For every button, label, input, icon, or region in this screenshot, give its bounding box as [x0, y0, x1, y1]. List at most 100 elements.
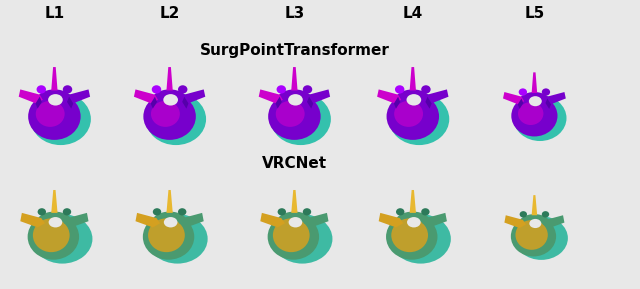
- Polygon shape: [424, 89, 449, 103]
- Polygon shape: [67, 97, 74, 109]
- Polygon shape: [136, 213, 160, 227]
- Ellipse shape: [518, 92, 551, 114]
- Ellipse shape: [278, 208, 286, 216]
- Ellipse shape: [276, 101, 305, 127]
- Ellipse shape: [31, 93, 91, 145]
- Ellipse shape: [36, 101, 65, 127]
- Polygon shape: [394, 97, 400, 109]
- Ellipse shape: [143, 214, 195, 260]
- Ellipse shape: [178, 85, 188, 94]
- Ellipse shape: [421, 208, 429, 216]
- Polygon shape: [134, 89, 158, 103]
- Text: L1: L1: [44, 5, 65, 21]
- Polygon shape: [410, 190, 416, 213]
- Polygon shape: [291, 190, 298, 213]
- Polygon shape: [377, 89, 401, 103]
- Polygon shape: [181, 89, 205, 103]
- Ellipse shape: [394, 212, 431, 235]
- Ellipse shape: [520, 211, 527, 218]
- Ellipse shape: [143, 93, 196, 140]
- Ellipse shape: [395, 85, 404, 94]
- Ellipse shape: [386, 214, 438, 260]
- Ellipse shape: [146, 93, 206, 145]
- Text: L5: L5: [524, 5, 545, 21]
- Ellipse shape: [178, 208, 186, 216]
- Ellipse shape: [396, 208, 404, 216]
- Ellipse shape: [513, 95, 566, 141]
- Text: L3: L3: [284, 5, 305, 21]
- Polygon shape: [260, 213, 285, 227]
- Ellipse shape: [273, 218, 310, 252]
- Ellipse shape: [151, 101, 180, 127]
- Polygon shape: [19, 89, 43, 103]
- Ellipse shape: [529, 96, 542, 106]
- Polygon shape: [259, 89, 283, 103]
- Polygon shape: [275, 97, 282, 109]
- Ellipse shape: [518, 102, 543, 125]
- Text: SurgPointTransformer: SurgPointTransformer: [200, 43, 389, 58]
- Polygon shape: [179, 213, 204, 227]
- Polygon shape: [51, 67, 58, 90]
- Ellipse shape: [407, 217, 420, 227]
- Polygon shape: [166, 67, 173, 90]
- Ellipse shape: [153, 208, 161, 216]
- Polygon shape: [543, 215, 564, 228]
- Ellipse shape: [148, 218, 185, 252]
- Ellipse shape: [529, 219, 541, 228]
- Ellipse shape: [421, 85, 431, 94]
- Polygon shape: [51, 190, 58, 213]
- Ellipse shape: [390, 214, 451, 264]
- Ellipse shape: [515, 216, 568, 260]
- Polygon shape: [545, 99, 551, 109]
- Polygon shape: [64, 213, 88, 227]
- Ellipse shape: [276, 212, 313, 235]
- Polygon shape: [422, 213, 447, 227]
- Ellipse shape: [152, 85, 161, 94]
- Ellipse shape: [289, 217, 302, 227]
- Ellipse shape: [163, 94, 178, 105]
- Ellipse shape: [147, 214, 207, 264]
- Polygon shape: [35, 97, 42, 109]
- Polygon shape: [379, 213, 403, 227]
- Ellipse shape: [36, 85, 46, 94]
- Ellipse shape: [164, 217, 177, 227]
- Ellipse shape: [35, 89, 74, 114]
- Polygon shape: [20, 213, 45, 227]
- Polygon shape: [545, 92, 566, 104]
- Ellipse shape: [33, 218, 70, 252]
- Ellipse shape: [303, 85, 312, 94]
- Polygon shape: [166, 190, 173, 213]
- Polygon shape: [532, 195, 537, 215]
- Text: L2: L2: [159, 5, 180, 21]
- Polygon shape: [182, 97, 189, 109]
- Polygon shape: [304, 213, 328, 227]
- Ellipse shape: [394, 101, 423, 127]
- Text: L4: L4: [403, 5, 423, 21]
- Polygon shape: [504, 215, 526, 228]
- Ellipse shape: [272, 214, 332, 264]
- Polygon shape: [503, 92, 524, 104]
- Polygon shape: [532, 72, 537, 93]
- Ellipse shape: [303, 208, 311, 216]
- Ellipse shape: [268, 214, 319, 260]
- Ellipse shape: [49, 217, 62, 227]
- Ellipse shape: [542, 211, 549, 218]
- Ellipse shape: [406, 94, 421, 105]
- Polygon shape: [150, 97, 157, 109]
- Ellipse shape: [511, 95, 557, 136]
- Ellipse shape: [38, 208, 46, 216]
- Ellipse shape: [387, 93, 439, 140]
- Polygon shape: [307, 97, 314, 109]
- Polygon shape: [518, 99, 524, 109]
- Polygon shape: [66, 89, 90, 103]
- Ellipse shape: [63, 208, 71, 216]
- Ellipse shape: [151, 212, 188, 235]
- Polygon shape: [426, 97, 432, 109]
- Ellipse shape: [275, 89, 314, 114]
- Ellipse shape: [391, 218, 428, 252]
- Ellipse shape: [150, 89, 189, 114]
- Ellipse shape: [271, 93, 331, 145]
- Ellipse shape: [268, 93, 321, 140]
- Ellipse shape: [288, 94, 303, 105]
- Ellipse shape: [511, 216, 556, 256]
